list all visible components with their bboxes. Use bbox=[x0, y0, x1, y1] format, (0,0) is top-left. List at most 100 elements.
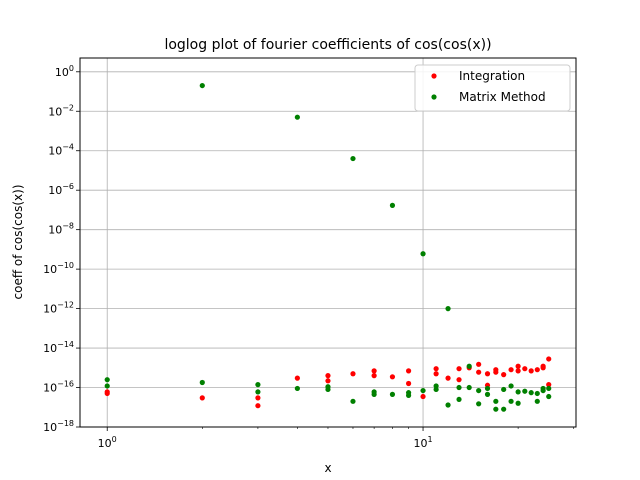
x-axis-label: x bbox=[324, 461, 331, 475]
data-point bbox=[476, 387, 482, 394]
data-point bbox=[501, 386, 507, 393]
data-point bbox=[255, 389, 261, 395]
data-point bbox=[534, 367, 540, 373]
y-tick-label-base: 10 bbox=[43, 421, 57, 434]
data-point bbox=[199, 379, 205, 386]
y-tick-label-exponent: −8 bbox=[62, 222, 74, 231]
x-tick-label-base: 10 bbox=[98, 437, 112, 450]
legend-box bbox=[414, 64, 571, 112]
data-point bbox=[405, 392, 412, 398]
data-point bbox=[484, 371, 491, 377]
data-point bbox=[456, 396, 462, 403]
data-point bbox=[294, 114, 300, 120]
data-point bbox=[456, 384, 462, 391]
data-point bbox=[540, 387, 546, 394]
data-point bbox=[476, 361, 482, 367]
legend-marker bbox=[431, 73, 437, 79]
y-tick-label-exponent: 0 bbox=[69, 64, 74, 73]
y-tick-label: 10−10 bbox=[43, 261, 74, 276]
ticks: 100 10110010−210−410−610−810−1010−1210−14… bbox=[43, 64, 575, 450]
data-point bbox=[420, 387, 426, 394]
data-point bbox=[371, 391, 377, 397]
data-point bbox=[476, 369, 482, 375]
data-point bbox=[528, 368, 534, 374]
data-point bbox=[493, 398, 499, 404]
y-tick-label-base: 10 bbox=[55, 66, 69, 79]
data-point bbox=[522, 388, 528, 394]
y-tick-label-exponent: −10 bbox=[57, 261, 74, 270]
y-tick-label-base: 10 bbox=[48, 184, 62, 197]
data-point bbox=[466, 384, 472, 391]
y-tick-label: 10−2 bbox=[48, 103, 74, 118]
series-1 bbox=[104, 82, 552, 412]
data-point bbox=[501, 406, 507, 412]
data-point bbox=[466, 363, 472, 369]
x-tick-label-exponent: 0 bbox=[112, 435, 117, 444]
data-point bbox=[255, 395, 261, 401]
data-point bbox=[104, 383, 110, 389]
data-point bbox=[325, 386, 331, 393]
y-tick-label-exponent: −2 bbox=[62, 103, 74, 112]
y-tick-label: 10−18 bbox=[43, 419, 74, 434]
data-point bbox=[389, 374, 396, 380]
y-tick-label: 10−16 bbox=[43, 380, 74, 395]
chart-title: loglog plot of fourier coefficients of c… bbox=[164, 37, 491, 53]
y-tick-label-exponent: −18 bbox=[57, 419, 74, 428]
y-tick-label: 10−6 bbox=[48, 182, 74, 197]
data-point bbox=[433, 386, 439, 393]
data-point bbox=[508, 383, 514, 389]
data-point bbox=[255, 403, 261, 409]
y-tick-label-exponent: −14 bbox=[57, 340, 74, 349]
data-point bbox=[445, 375, 451, 381]
x-tick-label-base: 10 bbox=[413, 437, 427, 450]
y-tick-label-exponent: −12 bbox=[57, 301, 74, 310]
data-point bbox=[546, 356, 552, 362]
data-point bbox=[528, 390, 534, 396]
data-point bbox=[546, 385, 552, 392]
data-point bbox=[294, 385, 300, 392]
data-point bbox=[104, 390, 110, 397]
data-point bbox=[508, 367, 514, 373]
data-point bbox=[420, 251, 426, 257]
data-point bbox=[199, 82, 205, 89]
data-point bbox=[325, 373, 331, 379]
data-point bbox=[433, 366, 439, 372]
data-point bbox=[540, 365, 546, 371]
data-point bbox=[546, 393, 552, 400]
data-point bbox=[420, 393, 426, 400]
x-tick-label: 100 bbox=[98, 435, 117, 450]
data-point bbox=[484, 385, 491, 392]
data-point bbox=[515, 389, 521, 395]
legend: Integration Matrix Method bbox=[414, 64, 571, 112]
y-tick-label-base: 10 bbox=[43, 263, 57, 276]
y-tick-label: 10−4 bbox=[48, 143, 74, 158]
series-0 bbox=[104, 356, 552, 409]
y-tick-label: 100 bbox=[55, 64, 74, 79]
data-point bbox=[515, 368, 521, 374]
data-point bbox=[199, 395, 205, 401]
data-point bbox=[456, 366, 462, 372]
data-point bbox=[522, 366, 528, 372]
data-point bbox=[508, 398, 514, 404]
data-point bbox=[546, 382, 552, 388]
y-tick-label: 10−8 bbox=[48, 222, 74, 237]
y-tick-label-exponent: −4 bbox=[62, 143, 74, 152]
y-tick-label-base: 10 bbox=[43, 342, 57, 355]
data-point bbox=[433, 371, 439, 377]
legend-label: Integration bbox=[459, 69, 525, 83]
data-point bbox=[493, 406, 499, 412]
data-point bbox=[501, 372, 507, 378]
data-point bbox=[104, 377, 110, 383]
y-tick-label-base: 10 bbox=[48, 145, 62, 158]
data-point bbox=[515, 400, 521, 406]
data-point bbox=[476, 401, 482, 407]
data-point bbox=[255, 382, 261, 388]
data-points bbox=[104, 82, 552, 412]
legend-label: Matrix Method bbox=[459, 90, 546, 104]
data-point bbox=[294, 375, 300, 381]
data-point bbox=[389, 202, 396, 208]
x-tick-label-exponent: 1 bbox=[427, 435, 432, 444]
data-point bbox=[405, 380, 412, 387]
y-tick-label-exponent: −6 bbox=[62, 182, 74, 191]
